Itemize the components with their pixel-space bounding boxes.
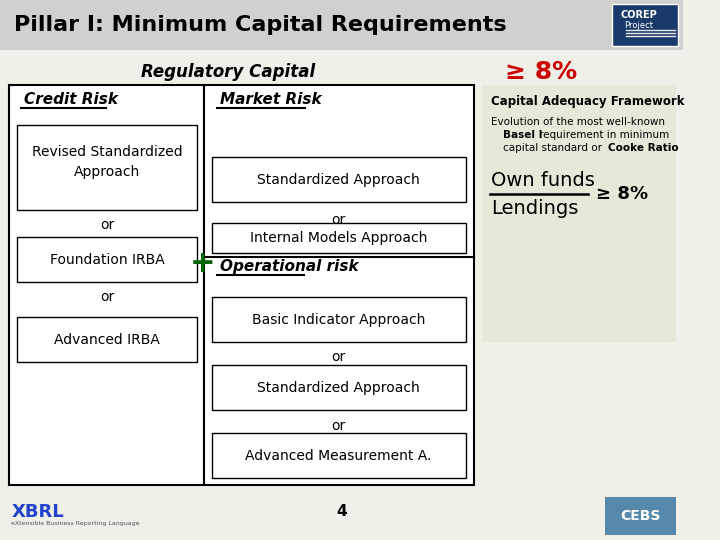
Text: XBRL: XBRL <box>12 503 64 521</box>
Text: Standardized Approach: Standardized Approach <box>257 381 420 395</box>
Text: Advanced Measurement A.: Advanced Measurement A. <box>246 449 432 463</box>
FancyBboxPatch shape <box>482 85 676 342</box>
Text: Foundation IRBA: Foundation IRBA <box>50 253 165 267</box>
Text: capital standard or: capital standard or <box>503 143 602 153</box>
Text: Internal Models Approach: Internal Models Approach <box>250 231 428 245</box>
Text: 4: 4 <box>336 504 347 519</box>
FancyBboxPatch shape <box>9 85 204 485</box>
Text: Standardized Approach: Standardized Approach <box>257 173 420 187</box>
FancyBboxPatch shape <box>212 223 466 253</box>
Text: Pillar I: Minimum Capital Requirements: Pillar I: Minimum Capital Requirements <box>14 15 507 35</box>
Text: Regulatory Capital: Regulatory Capital <box>140 63 315 81</box>
FancyBboxPatch shape <box>17 125 197 210</box>
Text: Project: Project <box>624 22 653 30</box>
FancyBboxPatch shape <box>606 497 676 535</box>
Text: Revised Standardized
Approach: Revised Standardized Approach <box>32 145 182 179</box>
FancyBboxPatch shape <box>612 4 678 46</box>
FancyBboxPatch shape <box>17 317 197 362</box>
Text: ≥ 8%: ≥ 8% <box>505 60 577 84</box>
FancyBboxPatch shape <box>204 85 474 485</box>
FancyBboxPatch shape <box>17 237 197 282</box>
Text: +: + <box>189 249 215 279</box>
Text: CEBS: CEBS <box>620 509 660 523</box>
Text: Advanced IRBA: Advanced IRBA <box>54 333 160 347</box>
Text: Credit Risk: Credit Risk <box>24 92 117 107</box>
FancyBboxPatch shape <box>212 365 466 410</box>
Text: or: or <box>331 350 346 364</box>
Text: Own funds: Own funds <box>492 171 595 190</box>
Text: or: or <box>100 290 114 304</box>
FancyBboxPatch shape <box>0 0 683 50</box>
Text: Basel I: Basel I <box>503 130 542 140</box>
Text: or: or <box>100 218 114 232</box>
Text: Lendings: Lendings <box>492 199 579 218</box>
Text: eXtensible Business Reporting Language: eXtensible Business Reporting Language <box>12 522 140 526</box>
Text: Cooke Ratio: Cooke Ratio <box>608 143 679 153</box>
Text: or: or <box>331 213 346 227</box>
Text: Evolution of the most well-known: Evolution of the most well-known <box>492 117 665 127</box>
Text: requirement in minimum: requirement in minimum <box>539 130 669 140</box>
Text: Operational risk: Operational risk <box>220 260 359 274</box>
FancyBboxPatch shape <box>212 297 466 342</box>
Text: COREP: COREP <box>620 10 657 20</box>
Text: Market Risk: Market Risk <box>220 92 322 107</box>
Text: ≥ 8%: ≥ 8% <box>595 185 648 203</box>
Text: Basic Indicator Approach: Basic Indicator Approach <box>252 313 426 327</box>
Text: Capital Adequacy Framework: Capital Adequacy Framework <box>492 96 685 109</box>
FancyBboxPatch shape <box>212 157 466 202</box>
FancyBboxPatch shape <box>212 433 466 478</box>
Text: or: or <box>331 419 346 433</box>
